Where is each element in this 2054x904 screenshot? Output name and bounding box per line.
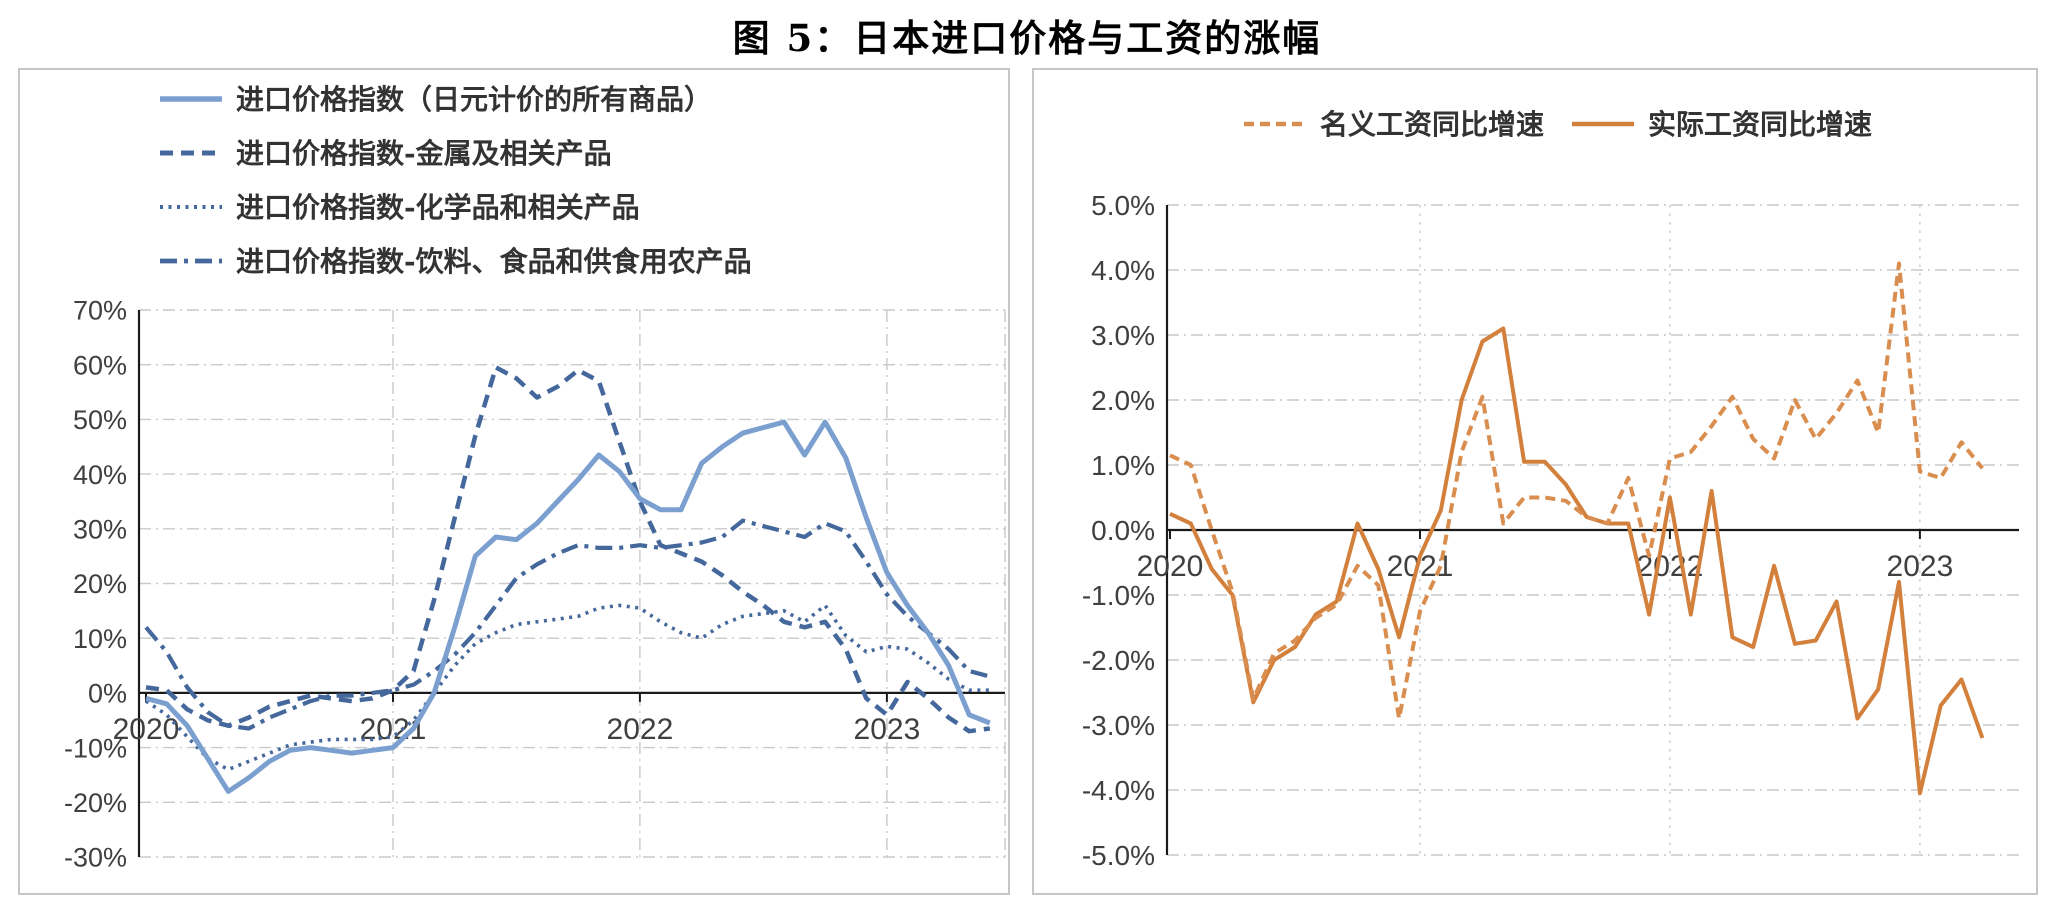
import-price-chart-canvas: 70% 60% 50% 40% 30% 20% 10% 0% -10% -20% -30% 2020 2… bbox=[64, 83, 1006, 873]
y-tick-label: 70% bbox=[73, 296, 127, 326]
y-tick-label: -3.0% bbox=[1082, 710, 1155, 741]
y-tick-label: 40% bbox=[73, 460, 127, 490]
x-tick-label: 2020 bbox=[1137, 550, 1204, 583]
y-tick-label: 5.0% bbox=[1091, 190, 1155, 221]
y-tick-label: 50% bbox=[73, 405, 127, 435]
y-tick-label: -20% bbox=[64, 788, 127, 818]
x-tick-label: 2020 bbox=[113, 713, 180, 746]
x-tick-label: 2023 bbox=[1887, 550, 1954, 583]
import-price-chart-series-line-1 bbox=[145, 365, 991, 734]
y-tick-label: -2.0% bbox=[1082, 645, 1155, 676]
x-tick-label: 2022 bbox=[1637, 550, 1704, 583]
import-price-chart-series-line-2 bbox=[145, 603, 990, 772]
y-tick-label: -30% bbox=[64, 843, 127, 873]
legend-label-0: 进口价格指数（日元计价的所有商品） bbox=[236, 83, 712, 116]
y-tick-label: -4.0% bbox=[1082, 775, 1155, 806]
x-tick-label: 2023 bbox=[854, 713, 921, 746]
y-tick-label: 4.0% bbox=[1091, 255, 1155, 286]
legend-label-2: 进口价格指数-化学品和相关产品 bbox=[236, 191, 640, 224]
y-tick-label: -1.0% bbox=[1082, 580, 1155, 611]
wage-growth-chart-series-line-0 bbox=[1169, 261, 1984, 721]
x-tick-label: 2022 bbox=[607, 713, 674, 746]
y-tick-label: 60% bbox=[73, 350, 127, 380]
legend-label-3: 进口价格指数-饮料、食品和供食用农产品 bbox=[236, 245, 752, 278]
y-tick-label: 10% bbox=[73, 624, 127, 654]
y-tick-label: 20% bbox=[73, 569, 127, 599]
legend-label-0: 名义工资同比增速 bbox=[1320, 108, 1544, 141]
wage-growth-chart-series-line-1 bbox=[1169, 326, 1985, 796]
import-price-chart-series-line-0 bbox=[145, 419, 991, 794]
y-tick-label: 30% bbox=[73, 515, 127, 545]
y-tick-label: 2.0% bbox=[1091, 385, 1155, 416]
y-tick-label: -10% bbox=[64, 733, 127, 763]
y-tick-label: 1.0% bbox=[1091, 450, 1155, 481]
y-tick-label: 0.0% bbox=[1091, 515, 1155, 546]
y-tick-label: -5.0% bbox=[1082, 840, 1155, 871]
wage-growth-chart-canvas: 5.0% 4.0% 3.0% 2.0% 1.0% 0.0% -1.0% -2.0% -3.0% -… bbox=[1082, 108, 2019, 871]
legend-label-1: 进口价格指数-金属及相关产品 bbox=[236, 137, 612, 170]
import-price-panel: 70% 60% 50% 40% 30% 20% 10% 0% -10% -20% -30% 2020 2… bbox=[18, 68, 1010, 895]
figure-title: 图 5：日本进口价格与工资的涨幅 bbox=[732, 16, 1322, 60]
legend-label-1: 实际工资同比增速 bbox=[1648, 108, 1872, 141]
import-price-chart-series-line-3 bbox=[144, 518, 991, 731]
y-tick-label: 3.0% bbox=[1091, 320, 1155, 351]
y-tick-label: 0% bbox=[88, 679, 127, 709]
wage-growth-panel: 5.0% 4.0% 3.0% 2.0% 1.0% 0.0% -1.0% -2.0% -3.0% -… bbox=[1032, 68, 2038, 895]
